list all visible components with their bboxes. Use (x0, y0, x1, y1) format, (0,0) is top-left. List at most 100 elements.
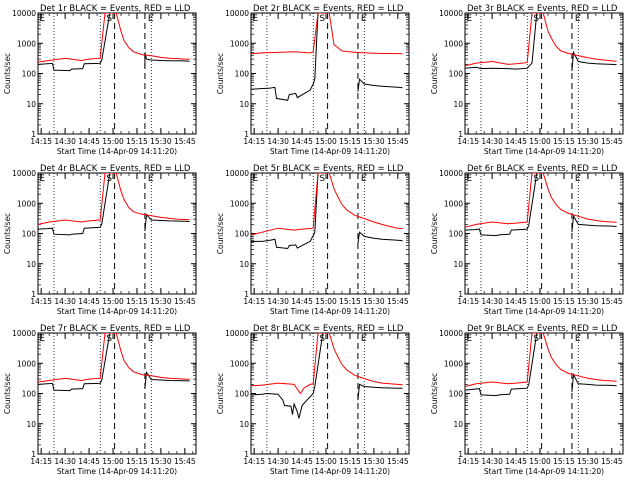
panel-title: Det 6r BLACK = Events, RED = LLD (467, 164, 618, 174)
x-axis-label: Start Time (14-Apr-09 14:11:20) (57, 467, 177, 476)
y-tick-label: 10000 (439, 329, 463, 338)
x-tick-label: 14:45 (78, 297, 100, 306)
marker-label: E (575, 174, 581, 184)
x-tick-label: 15:30 (577, 297, 599, 306)
y-tick-label: 1000 (230, 39, 249, 48)
series-lld-line (38, 13, 190, 63)
x-tick-label: 15:45 (387, 457, 409, 466)
marker-label: E (148, 14, 154, 24)
series-lld-line (38, 173, 190, 225)
x-tick-label: 14:15 (30, 297, 52, 306)
y-tick-label: 10000 (12, 9, 36, 18)
y-tick-label: 100 (449, 390, 464, 399)
y-tick-label: 10000 (225, 329, 249, 338)
x-tick-label: 14:45 (78, 457, 100, 466)
series-group (38, 333, 190, 392)
x-tick-label: 15:45 (601, 297, 623, 306)
y-tick-label: 100 (22, 70, 37, 79)
y-tick-label: 1 (31, 450, 36, 459)
x-tick-label: 14:45 (505, 457, 527, 466)
x-tick-label: 15:15 (553, 457, 575, 466)
series-events-line (251, 13, 403, 101)
plot-frame (464, 172, 624, 295)
x-tick-label: 14:30 (481, 297, 503, 306)
plot-frame (37, 332, 197, 455)
marker-label: E (361, 334, 367, 344)
y-tick-label: 10 (239, 260, 249, 269)
y-axis-label: Counts/sec (3, 213, 12, 254)
y-tick-label: 10 (453, 260, 463, 269)
x-tick-label: 15:30 (363, 297, 385, 306)
series-group (251, 333, 403, 419)
x-axis-label: Start Time (14-Apr-09 14:11:20) (484, 307, 604, 316)
x-tick-label: 15:00 (529, 457, 551, 466)
series-events-line (38, 13, 190, 72)
y-tick-label: 10 (26, 100, 36, 109)
x-axis-label: Start Time (14-Apr-09 14:11:20) (270, 307, 390, 316)
x-axis-label: Start Time (14-Apr-09 14:11:20) (57, 307, 177, 316)
panel-8: Det 8r BLACK = Events, RED = LLD 1 10 100 10… (216, 324, 410, 476)
x-tick-label: 15:00 (102, 457, 124, 466)
x-axis-label: Start Time (14-Apr-09 14:11:20) (484, 147, 604, 156)
x-tick-label: 14:15 (243, 457, 265, 466)
y-tick-label: 10 (453, 100, 463, 109)
series-lld-line (251, 173, 403, 236)
series-lld-line (251, 333, 403, 395)
series-group (465, 13, 617, 72)
x-tick-label: 14:30 (267, 457, 289, 466)
series-group (38, 173, 190, 236)
panel-3: Det 3r BLACK = Events, RED = LLD 1 10 100 10… (430, 4, 624, 156)
marker-label: E (361, 174, 367, 184)
y-tick-label: 100 (449, 230, 464, 239)
panel-7: Det 7r BLACK = Events, RED = LLD 1 10 100 10… (3, 324, 197, 476)
series-events-line (38, 333, 190, 392)
y-tick-label: 1000 (444, 39, 463, 48)
y-tick-label: 1000 (17, 359, 36, 368)
y-tick-label: 10 (453, 420, 463, 429)
x-tick-label: 14:45 (505, 137, 527, 146)
x-axis-label: Start Time (14-Apr-09 14:11:20) (270, 467, 390, 476)
x-tick-label: 15:15 (126, 457, 148, 466)
x-tick-label: 15:15 (126, 297, 148, 306)
marker-label: S (106, 334, 112, 344)
x-tick-label: 14:15 (30, 457, 52, 466)
x-tick-label: 15:30 (577, 457, 599, 466)
x-tick-label: 14:45 (291, 137, 313, 146)
x-tick-label: 15:00 (102, 137, 124, 146)
x-tick-label: 14:30 (54, 297, 76, 306)
x-tick-label: 14:30 (54, 457, 76, 466)
marker-label: E (252, 174, 258, 184)
y-tick-label: 1 (31, 130, 36, 139)
x-tick-label: 15:00 (315, 137, 337, 146)
panel-title: Det 3r BLACK = Events, RED = LLD (467, 4, 618, 14)
marker-label: E (466, 174, 472, 184)
x-tick-label: 14:45 (505, 297, 527, 306)
y-axis-label: Counts/sec (216, 213, 225, 254)
marker-label: S (106, 14, 112, 24)
y-axis-label: Counts/sec (3, 53, 12, 94)
panel-4: Det 4r BLACK = Events, RED = LLD 1 10 100 10… (3, 164, 197, 316)
x-tick-label: 15:00 (315, 297, 337, 306)
x-tick-label: 14:15 (457, 137, 479, 146)
marker-label: E (575, 14, 581, 24)
y-tick-label: 100 (22, 390, 37, 399)
x-tick-label: 15:00 (529, 137, 551, 146)
panel-2: Det 2r BLACK = Events, RED = LLD 1 10 100 10… (216, 4, 410, 156)
panel-title: Det 9r BLACK = Events, RED = LLD (467, 324, 618, 334)
y-tick-label: 1000 (17, 39, 36, 48)
x-tick-label: 14:30 (481, 137, 503, 146)
series-group (251, 173, 403, 250)
marker-label: S (106, 174, 112, 184)
y-tick-label: 1 (244, 450, 249, 459)
marker-label: E (148, 174, 154, 184)
y-tick-label: 100 (235, 70, 250, 79)
y-axis-label: Counts/sec (216, 53, 225, 94)
plot-frame (37, 12, 197, 135)
x-tick-label: 15:45 (174, 457, 196, 466)
series-lld-line (251, 13, 403, 55)
y-tick-label: 1000 (17, 199, 36, 208)
x-tick-label: 15:30 (150, 297, 172, 306)
y-tick-label: 10000 (12, 329, 36, 338)
y-tick-label: 1 (458, 130, 463, 139)
